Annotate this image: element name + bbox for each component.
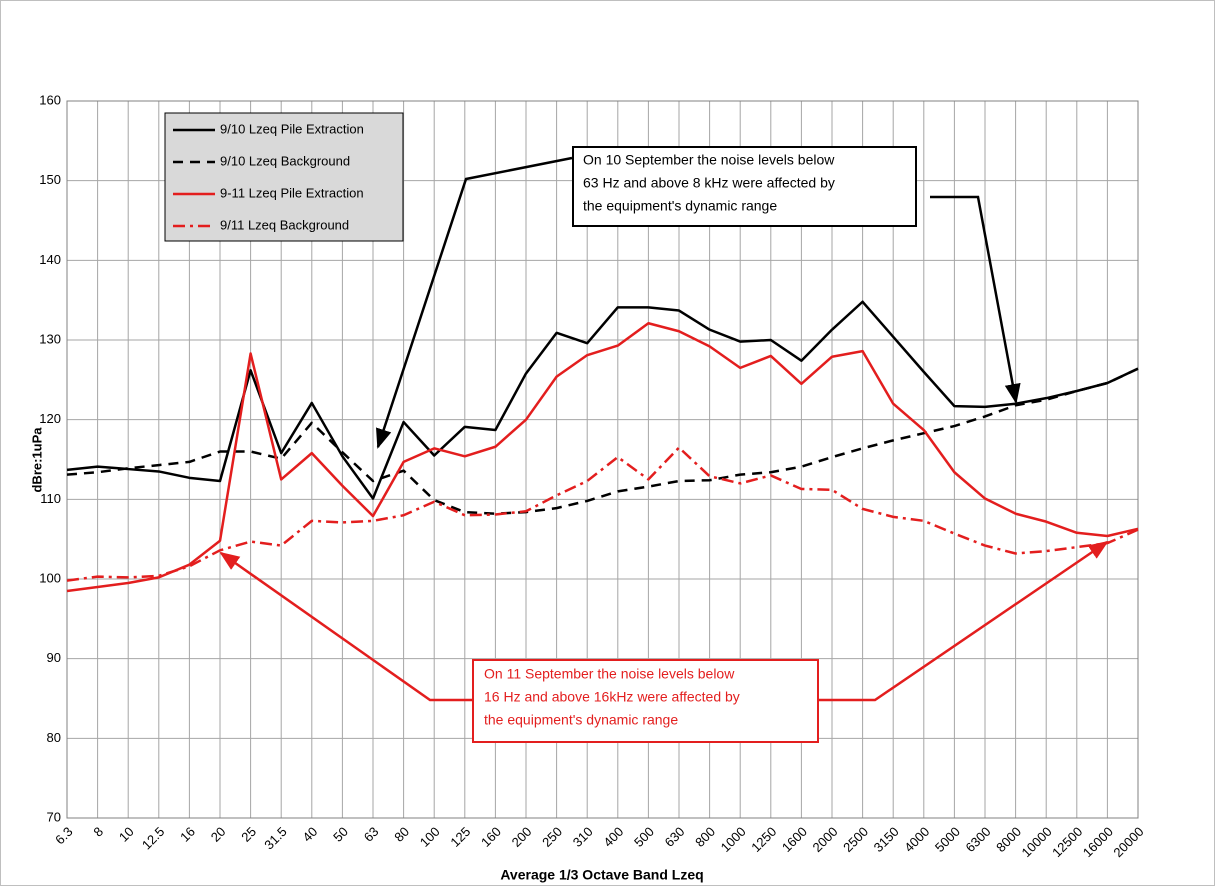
plot-frame bbox=[66, 100, 1139, 819]
annotation-arrow bbox=[219, 551, 473, 702]
y-tick-label: 90 bbox=[47, 650, 61, 665]
annotation-arrow bbox=[818, 540, 1109, 702]
annotation-text: the equipment's dynamic range bbox=[484, 712, 678, 728]
annotation-text: On 11 September the noise levels below bbox=[484, 666, 735, 682]
series-line bbox=[66, 367, 1139, 515]
y-tick-label: 70 bbox=[47, 809, 61, 824]
y-tick-label: 110 bbox=[40, 491, 61, 506]
y-axis-title: dBre:1uPa bbox=[29, 427, 44, 493]
y-tick-label: 130 bbox=[39, 331, 61, 346]
annotation-arrow bbox=[930, 195, 1021, 404]
annotation-text: 63 Hz and above 8 kHz were affected by bbox=[583, 175, 835, 191]
legend-label: 9/10 Lzeq Background bbox=[220, 153, 350, 168]
legend-label: 9-11 Lzeq Pile Extraction bbox=[220, 185, 364, 200]
legend-box bbox=[164, 112, 404, 242]
y-tick-label: 120 bbox=[39, 411, 61, 426]
series-line bbox=[66, 322, 1139, 593]
annotation-text: 16 Hz and above 16kHz were affected by bbox=[484, 689, 740, 705]
annotation-box bbox=[572, 146, 917, 227]
legend-label: 9/10 Lzeq Pile Extraction bbox=[220, 121, 364, 136]
y-tick-label: 80 bbox=[47, 730, 61, 745]
annotation-text: On 10 September the noise levels below bbox=[583, 152, 835, 168]
annotation-box bbox=[472, 659, 819, 743]
y-tick-label: 160 bbox=[39, 92, 61, 107]
legend-label: 9/11 Lzeq Background bbox=[220, 217, 349, 232]
annotation-text: the equipment's dynamic range bbox=[583, 198, 777, 214]
y-tick-label: 150 bbox=[39, 172, 61, 187]
x-axis-title: Average 1/3 Octave Band Lzeq bbox=[500, 867, 703, 883]
y-tick-label: 100 bbox=[39, 570, 61, 585]
annotation-arrow bbox=[376, 156, 573, 449]
series-line bbox=[66, 446, 1139, 582]
y-tick-label: 140 bbox=[39, 252, 61, 267]
